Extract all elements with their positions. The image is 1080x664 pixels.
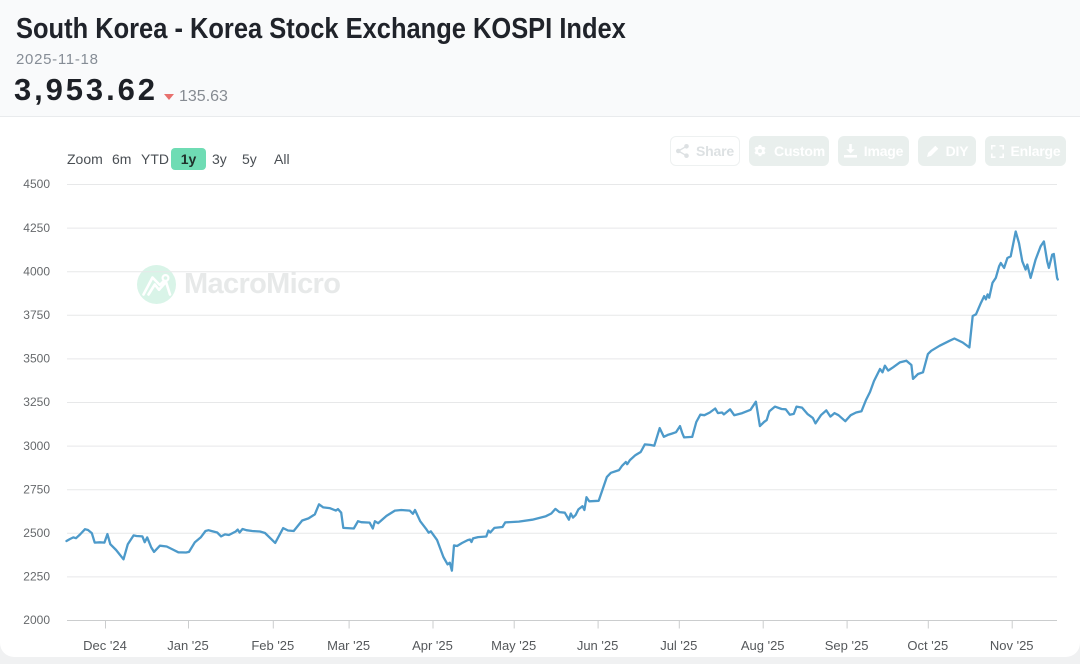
svg-text:Dec '24: Dec '24 (83, 638, 127, 653)
svg-text:Aug '25: Aug '25 (741, 638, 785, 653)
svg-text:Sep '25: Sep '25 (825, 638, 869, 653)
svg-text:Feb '25: Feb '25 (251, 638, 294, 653)
svg-text:Jul '25: Jul '25 (660, 638, 697, 653)
svg-text:Mar '25: Mar '25 (327, 638, 370, 653)
svg-text:4500: 4500 (23, 177, 50, 191)
svg-text:Nov '25: Nov '25 (990, 638, 1034, 653)
svg-text:2500: 2500 (23, 526, 50, 540)
svg-text:3750: 3750 (23, 308, 50, 322)
svg-text:2750: 2750 (23, 482, 50, 496)
svg-text:Jun '25: Jun '25 (577, 638, 619, 653)
svg-text:2250: 2250 (23, 570, 50, 584)
svg-text:3250: 3250 (23, 395, 50, 409)
svg-text:4000: 4000 (23, 264, 50, 278)
svg-text:4250: 4250 (23, 221, 50, 235)
svg-text:Jan '25: Jan '25 (167, 638, 209, 653)
svg-text:May '25: May '25 (491, 638, 536, 653)
svg-text:2000: 2000 (23, 613, 50, 627)
svg-text:Oct '25: Oct '25 (907, 638, 948, 653)
svg-text:3500: 3500 (23, 352, 50, 366)
svg-text:Apr '25: Apr '25 (412, 638, 453, 653)
svg-text:3000: 3000 (23, 439, 50, 453)
